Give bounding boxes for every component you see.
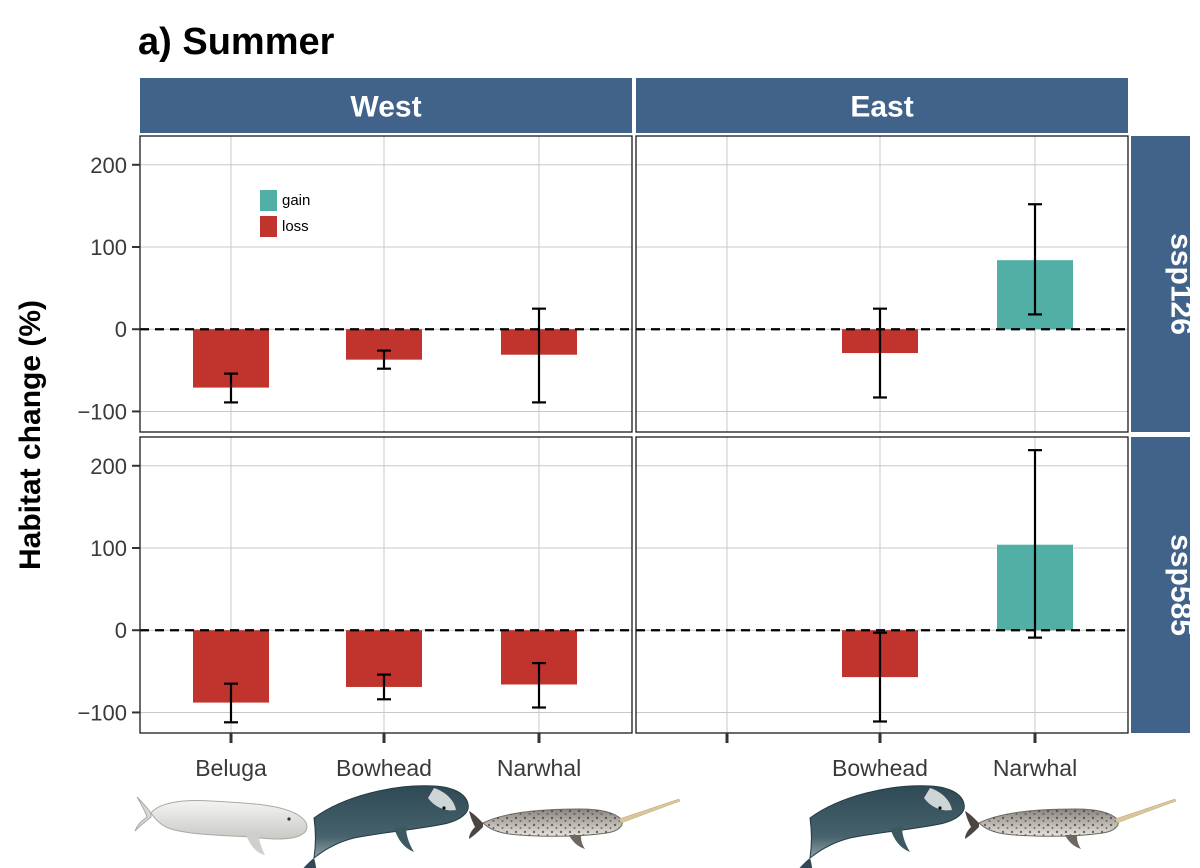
panel-west-ssp585 xyxy=(139,436,633,734)
x-tick-label-narwhal: Narwhal xyxy=(993,755,1077,781)
x-tick-label-beluga: Beluga xyxy=(195,755,267,781)
bowhead-whale-illustration xyxy=(789,785,965,868)
error-bar-bowhead-east-ssp126 xyxy=(873,307,887,399)
error-bar-narwhal-east-ssp126 xyxy=(1028,203,1042,316)
x-axis: Beluga Bowhead Narwhal Bowhead Narwhal xyxy=(195,733,1077,781)
strip-label-ssp585: ssp585 xyxy=(1165,534,1198,636)
legend: gain loss xyxy=(260,190,310,237)
error-bar-narwhal-west-ssp126 xyxy=(532,307,546,404)
legend-key-loss xyxy=(260,216,277,237)
panel-east-ssp585 xyxy=(635,436,1129,734)
strip-label-east: East xyxy=(850,91,913,124)
species-illustrations xyxy=(134,785,1177,868)
panel-east-ssp126 xyxy=(635,135,1129,433)
y-tick-label: 0 xyxy=(115,618,127,643)
strip-east xyxy=(636,78,1128,133)
strip-label-ssp126: ssp126 xyxy=(1165,233,1198,335)
error-bar-beluga-west-ssp585 xyxy=(224,682,238,724)
bowhead-whale-illustration xyxy=(293,785,469,868)
y-tick-label: 0 xyxy=(115,317,127,342)
facet-strips: West East ssp126 ssp585 xyxy=(140,78,1198,733)
narwhal-illustration xyxy=(964,798,1177,850)
error-bar-beluga-west-ssp126 xyxy=(224,372,238,404)
y-axis: −100 0 100 200 −100 0 100 200 xyxy=(77,153,140,725)
y-axis-label: Habitat change (%) xyxy=(14,300,47,570)
strip-label-west: West xyxy=(350,91,421,124)
y-tick-label: −100 xyxy=(77,700,127,725)
error-bar-narwhal-west-ssp585 xyxy=(532,662,546,709)
strip-ssp126 xyxy=(1131,136,1190,432)
x-tick-label-bowhead: Bowhead xyxy=(336,755,432,781)
narwhal-illustration xyxy=(468,798,681,850)
panel-west-ssp126 xyxy=(139,135,633,433)
chart-title: a) Summer xyxy=(138,21,335,63)
error-bar-bowhead-east-ssp585 xyxy=(873,631,887,723)
error-bar-narwhal-east-ssp585 xyxy=(1028,449,1042,639)
x-tick-label-narwhal: Narwhal xyxy=(497,755,581,781)
panel-border xyxy=(635,135,1129,433)
error-bar-bowhead-west-ssp585 xyxy=(377,673,391,701)
x-tick-label-bowhead: Bowhead xyxy=(832,755,928,781)
y-tick-label: 200 xyxy=(90,153,127,178)
error-bar-bowhead-west-ssp126 xyxy=(377,349,391,370)
legend-label-loss: loss xyxy=(282,218,309,235)
legend-label-gain: gain xyxy=(282,192,310,209)
panel-border xyxy=(635,436,1129,734)
y-tick-label: 100 xyxy=(90,235,127,260)
y-tick-label: −100 xyxy=(77,399,127,424)
beluga-whale-illustration xyxy=(134,796,308,856)
facet-panels xyxy=(139,135,1129,734)
panel-border xyxy=(139,436,633,734)
panel-border xyxy=(139,135,633,433)
y-tick-label: 200 xyxy=(90,454,127,479)
y-tick-label: 100 xyxy=(90,536,127,561)
strip-west xyxy=(140,78,632,133)
legend-key-gain xyxy=(260,190,277,211)
strip-ssp585 xyxy=(1131,437,1190,733)
